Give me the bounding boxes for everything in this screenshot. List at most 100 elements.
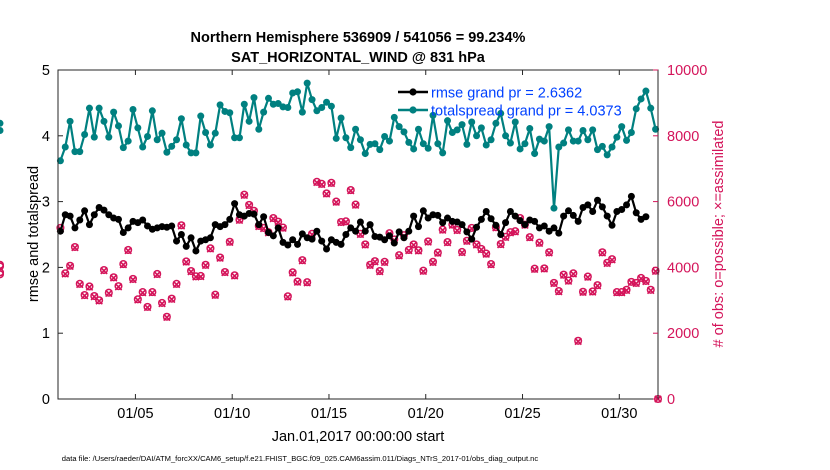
totalspread-point — [352, 125, 360, 133]
obs-assimilated-point — [269, 214, 278, 223]
obs-possible-point — [564, 276, 573, 285]
obs-possible-point — [496, 239, 505, 249]
rmse-point — [323, 245, 331, 253]
obs-possible-point — [506, 228, 515, 237]
obs-possible-point — [540, 264, 549, 273]
rmse-point — [497, 231, 505, 238]
obs-assimilated-point — [177, 222, 186, 230]
obs-assimilated-point — [593, 282, 602, 290]
totalspread-point — [56, 157, 64, 165]
totalspread-point — [332, 134, 340, 142]
x-tick-label: 01/15 — [311, 406, 347, 422]
axes-layer: 0 1 2 3 4 5 0 2000 4000 6000 8000 10000 01/05 01/10 01… — [42, 63, 707, 422]
totalspread-point — [129, 105, 137, 113]
rmse-point — [250, 210, 258, 218]
obs-possible-point — [240, 190, 249, 199]
obs-possible-point — [283, 292, 292, 301]
rmse-point — [502, 219, 510, 227]
obs-assimilated-point — [622, 286, 631, 295]
y-left-tick-label: 5 — [42, 63, 50, 79]
totalspread-point — [497, 109, 505, 117]
rmse-point — [313, 227, 321, 235]
y-right-tick-label: 6000 — [667, 195, 699, 211]
totalspread-point — [545, 123, 553, 131]
obs-assimilated-point — [71, 243, 79, 252]
obs-possible-point — [380, 257, 389, 266]
y-right-tick-label: 0 — [667, 392, 675, 408]
obs-assimilated-point — [95, 297, 103, 305]
rmse-point — [173, 237, 181, 245]
obs-possible-point — [578, 287, 588, 296]
y-right-tick-label: 10000 — [667, 63, 707, 79]
totalspread-point — [361, 150, 369, 158]
obs-assimilated-point — [646, 286, 655, 295]
obs-assimilated-point — [240, 191, 249, 200]
totalspread-point — [76, 148, 84, 156]
obs-possible-point — [622, 285, 631, 294]
rmse-point — [439, 219, 447, 227]
obs-assimilated-point — [637, 274, 645, 283]
obs-assimilated-point — [211, 291, 220, 300]
obs-possible-point — [574, 336, 583, 345]
obs-possible-point — [153, 269, 162, 279]
data-file-footer: data file: /Users/raeder/DAI/ATM_forcXX/… — [62, 454, 539, 463]
rmse-point — [294, 240, 302, 248]
rmse-point — [356, 218, 364, 226]
rmse-point — [381, 236, 389, 244]
totalspread-point — [569, 137, 577, 145]
obs-possible-point — [361, 240, 370, 249]
obs-assimilated-point — [395, 252, 403, 260]
obs-possible-point — [554, 287, 563, 296]
rmse-point — [632, 209, 640, 217]
rmse-point — [206, 234, 214, 242]
rmse-point — [66, 212, 74, 220]
obs-possible-point — [322, 189, 331, 198]
totalspread-point — [337, 114, 345, 122]
totalspread-point — [114, 122, 122, 130]
legend-spread-marker — [409, 106, 417, 114]
totalspread-point — [564, 126, 572, 134]
totalspread-point — [463, 140, 471, 148]
obs-assimilated-point — [569, 270, 578, 278]
obs-possible-point — [593, 281, 602, 290]
rmse-point — [221, 221, 229, 229]
obs-assimilated-point — [530, 265, 539, 274]
rmse-point — [603, 212, 611, 220]
obs-assimilated-point — [163, 313, 171, 322]
totalspread-point — [511, 118, 519, 126]
obs-possible-point — [525, 233, 534, 242]
rmse-point — [352, 227, 360, 235]
rmse-point — [385, 232, 393, 240]
obs-assimilated-point — [453, 226, 461, 235]
obs-assimilated-point — [598, 249, 607, 257]
obs-possible-point — [157, 298, 167, 307]
totalspread-point — [419, 140, 427, 148]
rmse-point — [76, 216, 84, 224]
totalspread-point — [579, 127, 587, 135]
totalspread-point — [492, 119, 500, 127]
obs-possible-point — [119, 260, 128, 269]
obs-assimilated-point — [230, 272, 239, 280]
totalspread-point — [163, 148, 171, 156]
obs-assimilated-point — [134, 296, 142, 304]
obs-assimilated-point — [196, 272, 205, 281]
rmse-point — [187, 234, 195, 242]
totalspread-point — [521, 140, 529, 148]
chart-subtitle: SAT_HORIZONTAL_WIND @ 831 hPa — [231, 50, 486, 66]
rmse-point — [284, 241, 292, 249]
totalspread-point — [540, 137, 548, 145]
totalspread-point — [119, 144, 127, 152]
rmse-point — [627, 192, 635, 200]
totalspread-point — [502, 132, 510, 140]
rmse-point — [463, 228, 471, 236]
legend: rmse grand pr = 2.6362 totalspread grand… — [398, 86, 622, 120]
obs-possible-point — [0, 268, 5, 277]
rmse-point — [318, 237, 326, 245]
totalspread-point — [250, 94, 258, 102]
obs-possible-point — [211, 290, 220, 299]
series-layer — [0, 80, 663, 404]
rmse-point — [598, 203, 606, 211]
rmse-point — [492, 221, 500, 229]
totalspread-point — [487, 136, 495, 144]
y-right-tick-label: 2000 — [667, 326, 699, 342]
